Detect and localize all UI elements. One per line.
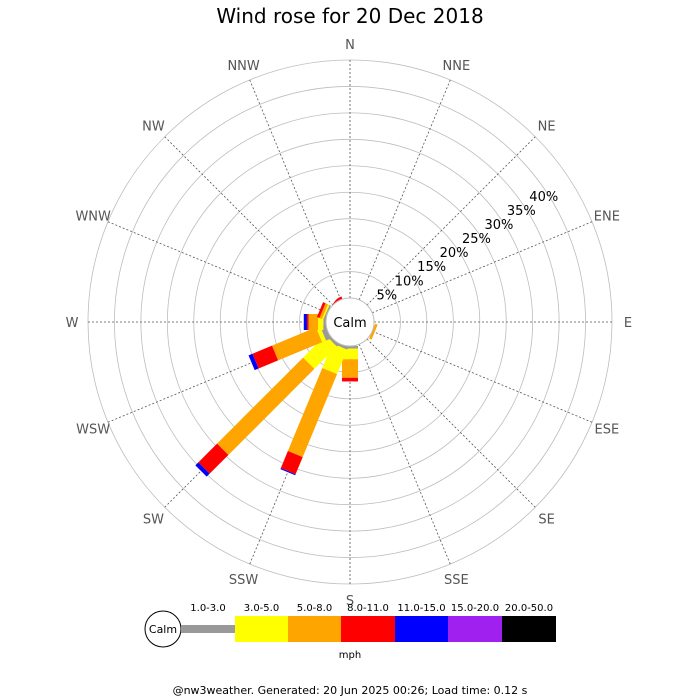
direction-label: NW — [142, 119, 165, 134]
legend-swatch-6 — [502, 616, 556, 642]
direction-label: N — [345, 38, 355, 53]
direction-label: SSE — [444, 573, 469, 588]
legend-bin-label: 8.0-11.0 — [347, 603, 389, 614]
wind-bar-wsw-4 — [248, 353, 259, 371]
wind-bar-ssw-3 — [280, 451, 303, 475]
radial-tick-label: 5% — [376, 288, 397, 303]
direction-label: WSW — [76, 422, 110, 437]
radial-tick-label: 15% — [417, 260, 446, 275]
wind-bar-sw-3 — [198, 443, 229, 474]
speed-legend: Calm 1.0-3.0 3.0-5.0 5.0-8.0 8.0-11.0 11.0-15… — [144, 603, 556, 661]
legend-bin-label: 11.0-15.0 — [397, 603, 445, 614]
direction-label: SW — [143, 513, 164, 528]
radial-tick-label: 20% — [440, 246, 469, 261]
radial-tick-label: 10% — [395, 274, 424, 289]
direction-label: ENE — [594, 210, 620, 225]
wind-bar-w-2 — [308, 314, 319, 330]
direction-label: ESE — [594, 422, 619, 437]
radial-tick-label: 30% — [484, 218, 513, 233]
wind-bar-w-1 — [318, 314, 324, 330]
wind-bar-ssw-4 — [280, 468, 296, 476]
wind-bar-wnw-2 — [319, 303, 328, 319]
calm-circle — [325, 297, 375, 347]
legend-bin-label: 15.0-20.0 — [451, 603, 499, 614]
wind-bar-wsw-3 — [252, 345, 279, 369]
wind-bar-wsw-2 — [271, 327, 323, 361]
direction-label: SSW — [229, 573, 259, 588]
legend-bin-label: 1.0-3.0 — [190, 603, 225, 614]
radial-tick-label: 35% — [507, 204, 536, 219]
footer-credit: @nw3weather. Generated: 20 Jun 2025 00:2… — [172, 684, 528, 697]
wind-bar-wnw-3 — [316, 302, 326, 318]
legend-bin-label: 5.0-8.0 — [297, 603, 332, 614]
legend-swatch-5 — [448, 616, 502, 642]
grid-circle — [246, 218, 454, 426]
wind-bar-s-3 — [342, 377, 358, 382]
wind-bar-ese-2 — [369, 323, 378, 340]
wind-bar-w-0 — [323, 314, 326, 330]
chart-title: Wind rose for 20 Dec 2018 — [216, 4, 484, 28]
wind-bar-ssw-1 — [322, 343, 348, 375]
wind-bar-sw-1 — [303, 335, 337, 369]
legend-calm-label: Calm — [149, 623, 177, 636]
wind-bar-w-4 — [303, 314, 307, 330]
legend-swatch-3 — [341, 616, 395, 642]
wind-bar-ssw-2 — [287, 367, 338, 458]
wind-bar-sw-4 — [195, 462, 210, 477]
direction-label: NNE — [443, 59, 471, 74]
direction-label: NNW — [227, 59, 259, 74]
radial-tick-label: 25% — [462, 232, 491, 247]
legend-swatch-1 — [235, 616, 288, 642]
grid-circle — [114, 86, 586, 558]
legend-unit-label: mph — [339, 650, 361, 661]
wind-bar-wnw-1 — [321, 304, 330, 320]
wind-bar-s-2 — [342, 359, 358, 378]
legend-bin-label: 20.0-50.0 — [505, 603, 553, 614]
legend-swatch-4 — [395, 616, 448, 642]
wind-bar-wnw-0 — [323, 304, 331, 321]
wind-bar-w-3 — [306, 314, 309, 330]
calm-label: Calm — [333, 316, 366, 331]
direction-label: SE — [538, 513, 554, 528]
radial-tick-labels: 5%10%15%20%25%30%35%40% — [376, 190, 558, 303]
legend-swatch-0 — [181, 625, 235, 633]
grid-circle — [166, 138, 534, 506]
direction-label: NE — [538, 119, 556, 134]
direction-label: S — [346, 594, 354, 609]
direction-labels: N NNE NE ENE E ESE SE SSE S SSW SW WSW W WNW NW NNW — [66, 38, 633, 609]
wind-bars — [195, 296, 378, 477]
legend-swatch-2 — [288, 616, 341, 642]
direction-label: WNW — [75, 210, 111, 225]
direction-label: E — [624, 316, 632, 331]
wind-bar-sw-2 — [217, 357, 315, 455]
direction-label: W — [66, 316, 79, 331]
calm-center: Calm — [325, 297, 375, 347]
legend-bin-label: 3.0-5.0 — [244, 603, 279, 614]
radial-tick-label: 40% — [529, 190, 558, 205]
